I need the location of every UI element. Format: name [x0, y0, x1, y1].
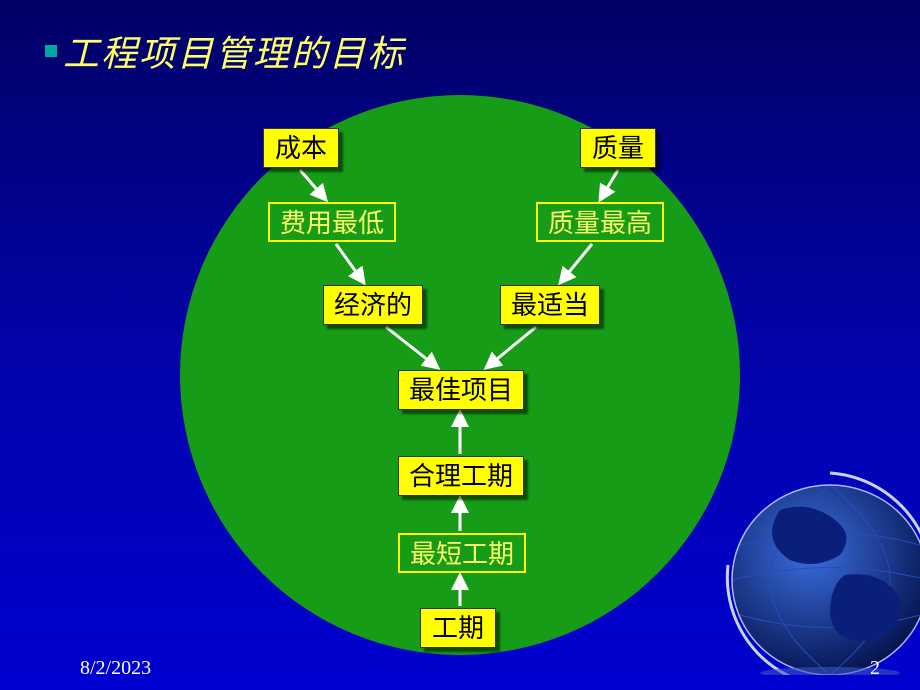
node-best_project: 最佳项目 — [398, 370, 524, 410]
bullet-icon — [45, 45, 57, 57]
node-quality: 质量 — [580, 128, 656, 168]
node-cost: 成本 — [263, 128, 339, 168]
node-shortest_dur: 最短工期 — [398, 533, 526, 573]
node-highest_quality: 质量最高 — [536, 202, 664, 242]
title-row: 工程项目管理的目标 — [45, 25, 405, 77]
node-most_suitable: 最适当 — [500, 285, 600, 325]
page-title: 工程项目管理的目标 — [63, 25, 405, 77]
footer-page-number: 2 — [870, 657, 880, 680]
slide: 工程项目管理的目标 成本 质量费用最低 质量最高经济的 最适当最佳项目合理工期最短工期… — [0, 0, 920, 690]
node-economical: 经济的 — [323, 285, 423, 325]
node-duration: 工期 — [420, 608, 496, 648]
node-lowest_cost: 费用最低 — [268, 202, 396, 242]
node-reasonable_dur: 合理工期 — [398, 456, 524, 496]
footer-date: 8/2/2023 — [80, 657, 151, 680]
globe-icon — [680, 455, 920, 675]
